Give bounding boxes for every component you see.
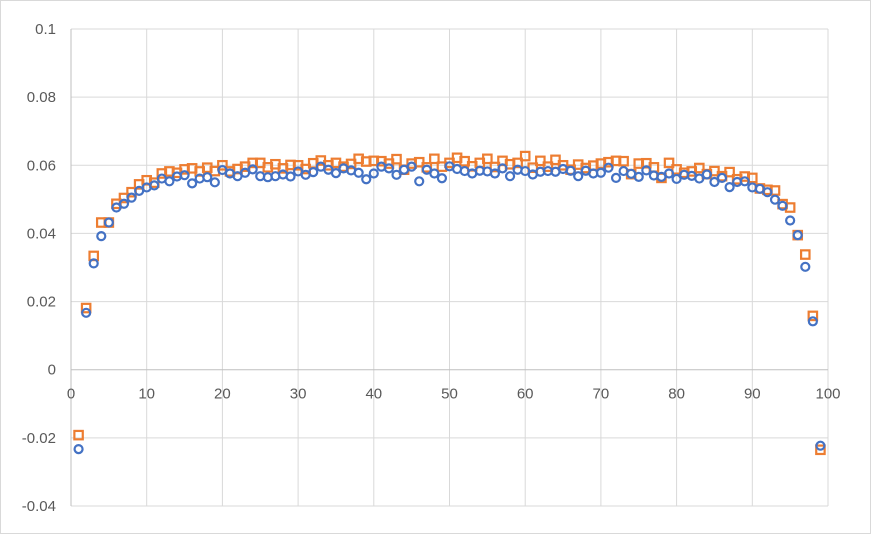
data-point-circle bbox=[800, 261, 811, 272]
y-tick-label: -0.04 bbox=[22, 498, 56, 515]
x-tick-label: 30 bbox=[290, 386, 307, 403]
data-point-circle bbox=[247, 164, 258, 175]
data-point-circle bbox=[489, 168, 501, 179]
data-point-circle bbox=[330, 168, 342, 179]
data-point-circle bbox=[724, 181, 735, 193]
data-point-square bbox=[550, 154, 561, 166]
data-point-circle bbox=[641, 165, 652, 176]
data-point-circle bbox=[663, 168, 675, 179]
data-point-square bbox=[724, 166, 735, 178]
y-tick-label: 0.08 bbox=[27, 89, 56, 106]
series-circle bbox=[73, 161, 826, 455]
data-point-circle bbox=[308, 167, 319, 178]
data-point-circle bbox=[769, 194, 781, 205]
data-point-square bbox=[807, 310, 819, 322]
x-tick-label: 40 bbox=[365, 386, 382, 403]
data-point-circle bbox=[368, 168, 379, 179]
data-point-circle bbox=[118, 198, 130, 209]
data-point-circle bbox=[777, 200, 788, 211]
data-point-circle bbox=[694, 173, 705, 184]
data-point-circle bbox=[671, 173, 682, 185]
x-tick-label: 100 bbox=[815, 386, 840, 403]
data-point-circle bbox=[807, 316, 818, 327]
data-point-square bbox=[482, 153, 493, 165]
data-point-circle bbox=[792, 230, 803, 241]
x-tick-label: 0 bbox=[67, 386, 75, 403]
y-tick-label: -0.02 bbox=[22, 430, 56, 447]
data-point-circle bbox=[73, 444, 84, 455]
data-point-circle bbox=[436, 173, 448, 184]
data-point-circle bbox=[391, 169, 402, 180]
data-point-square bbox=[391, 153, 402, 165]
data-point-circle bbox=[739, 176, 750, 187]
data-point-circle bbox=[414, 176, 425, 187]
data-point-circle bbox=[81, 307, 92, 318]
data-point-square bbox=[73, 429, 84, 441]
data-point-circle bbox=[111, 202, 122, 213]
data-point-circle bbox=[633, 171, 644, 182]
x-tick-label: 10 bbox=[138, 386, 155, 403]
data-point-circle bbox=[785, 215, 796, 226]
data-point-square bbox=[663, 157, 675, 169]
x-tick-label: 90 bbox=[744, 386, 761, 403]
data-point-circle bbox=[187, 178, 198, 189]
data-point-circle bbox=[573, 171, 584, 182]
x-tick-label: 70 bbox=[593, 386, 610, 403]
y-tick-label: 0 bbox=[48, 362, 56, 379]
data-point-circle bbox=[202, 172, 213, 183]
data-point-circle bbox=[497, 163, 508, 174]
data-point-circle bbox=[762, 187, 773, 198]
data-point-circle bbox=[701, 169, 712, 180]
data-point-circle bbox=[815, 440, 826, 451]
data-point-square bbox=[217, 159, 228, 171]
y-tick-label: 0.04 bbox=[27, 225, 56, 242]
data-point-circle bbox=[421, 164, 432, 175]
data-point-circle bbox=[96, 231, 107, 242]
y-tick-labels: -0.04 -0.02 0 0.02 0.04 0.06 0.08 0.1 bbox=[22, 21, 56, 515]
data-point-circle bbox=[126, 192, 137, 203]
x-tick-label: 60 bbox=[517, 386, 534, 403]
data-point-square bbox=[815, 444, 826, 456]
data-point-circle bbox=[179, 170, 190, 181]
gridlines bbox=[71, 28, 829, 507]
data-point-circle bbox=[429, 168, 440, 179]
data-point-circle bbox=[595, 167, 607, 178]
x-tick-label: 50 bbox=[441, 386, 458, 403]
data-point-circle bbox=[209, 177, 220, 188]
axes bbox=[70, 29, 828, 506]
data-series bbox=[73, 150, 826, 456]
data-point-circle bbox=[504, 171, 516, 182]
x-tick-labels: 0 10 20 30 40 50 60 70 80 90 100 bbox=[67, 386, 841, 403]
data-point-square bbox=[519, 150, 531, 162]
data-point-circle bbox=[164, 176, 175, 187]
data-point-circle bbox=[285, 171, 296, 182]
data-point-square bbox=[542, 161, 554, 172]
x-tick-label: 80 bbox=[668, 386, 685, 403]
data-point-square bbox=[512, 157, 523, 169]
data-point-square bbox=[535, 155, 546, 167]
data-point-circle bbox=[353, 167, 364, 178]
data-point-circle bbox=[565, 165, 576, 176]
data-point-circle bbox=[406, 161, 417, 172]
data-point-square bbox=[618, 155, 629, 167]
data-point-square bbox=[429, 153, 440, 165]
data-point-circle bbox=[610, 172, 622, 183]
data-point-circle bbox=[88, 258, 99, 269]
x-tick-label: 20 bbox=[214, 386, 231, 403]
data-point-square bbox=[694, 162, 705, 174]
data-point-circle bbox=[709, 176, 720, 188]
data-point-square bbox=[80, 302, 92, 314]
data-point-circle bbox=[383, 163, 395, 174]
y-tick-label: 0.06 bbox=[27, 157, 56, 174]
y-tick-label: 0.02 bbox=[27, 294, 56, 311]
y-tick-label: 0.1 bbox=[35, 21, 56, 38]
data-point-circle bbox=[361, 174, 372, 185]
data-point-square bbox=[799, 249, 811, 260]
data-point-circle bbox=[603, 162, 614, 173]
data-point-circle bbox=[716, 172, 728, 183]
data-point-circle bbox=[149, 180, 160, 191]
data-point-circle bbox=[103, 217, 114, 228]
